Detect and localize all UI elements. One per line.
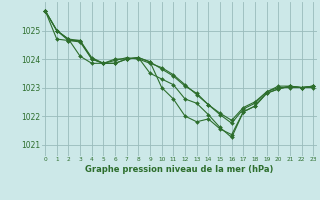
X-axis label: Graphe pression niveau de la mer (hPa): Graphe pression niveau de la mer (hPa) — [85, 165, 273, 174]
